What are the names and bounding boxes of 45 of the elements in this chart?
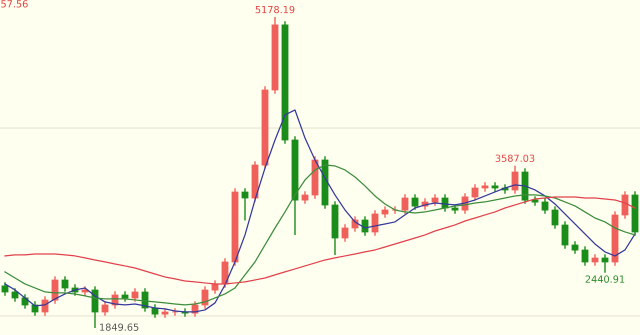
candlestick <box>22 294 28 310</box>
candlestick <box>362 216 368 236</box>
candlestick <box>82 286 88 296</box>
candlestick <box>562 220 568 250</box>
text: 5178.19 <box>256 6 294 14</box>
annotation: 1849.65 <box>100 323 138 331</box>
candlestick <box>162 308 168 318</box>
candlestick <box>602 254 608 274</box>
candlestick <box>492 182 498 192</box>
candlestick <box>132 288 138 302</box>
candlestick <box>12 288 18 302</box>
candlestick <box>242 188 248 222</box>
candlestick <box>482 182 488 192</box>
candlestick <box>542 198 548 214</box>
candlestick <box>122 290 128 302</box>
candlestick <box>42 296 48 316</box>
candlestick <box>102 300 108 316</box>
annotation: 3587.03 <box>496 154 534 162</box>
candlestick <box>62 276 68 292</box>
candlestick <box>52 276 58 304</box>
candlestick <box>582 246 588 266</box>
candlestick <box>222 258 228 288</box>
candlestick <box>372 210 378 236</box>
text: 57.56 <box>1 0 28 8</box>
candlestick <box>432 194 438 206</box>
candlestick <box>212 280 218 294</box>
candlestick <box>552 206 558 230</box>
candlestick <box>152 304 158 318</box>
candlestick <box>592 254 598 266</box>
candlestick <box>572 240 578 254</box>
candlestick <box>92 286 98 329</box>
candlestick <box>342 224 348 242</box>
candlestick <box>302 190 308 204</box>
candlestick <box>412 194 418 210</box>
annotation: 2440.91 <box>586 275 624 283</box>
candlestick <box>402 194 408 214</box>
candlestick <box>202 286 208 310</box>
candlestick <box>32 300 38 316</box>
candlestick <box>512 164 518 194</box>
candlestick <box>532 196 538 206</box>
candlestick <box>2 281 8 296</box>
candlestick <box>622 190 628 220</box>
candlestick <box>472 184 478 202</box>
candlestick <box>192 300 198 318</box>
candlestick <box>382 206 388 218</box>
